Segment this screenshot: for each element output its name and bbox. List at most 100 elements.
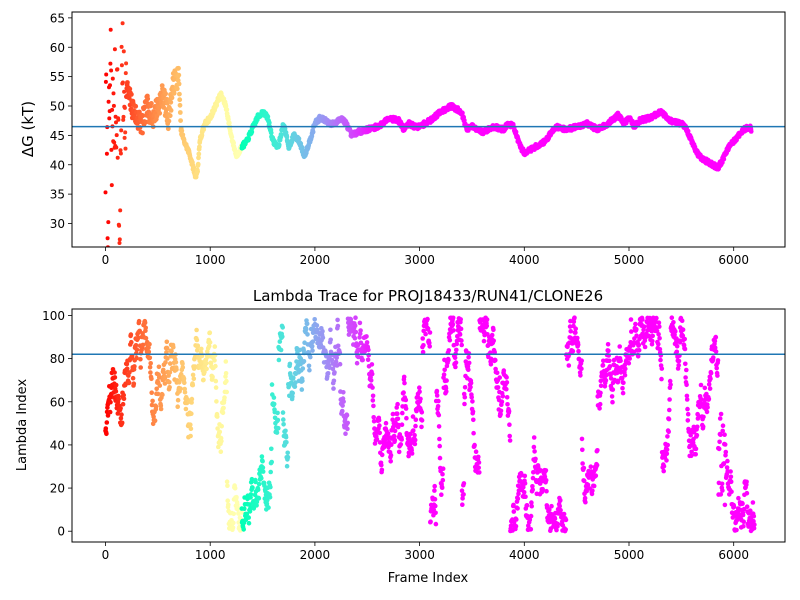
lambda-point xyxy=(579,358,584,364)
lambda-point xyxy=(244,511,250,517)
lambda-point xyxy=(305,332,310,337)
delta-g-point xyxy=(165,126,171,132)
lambda-point xyxy=(450,322,456,327)
lambda-point xyxy=(307,367,312,373)
lambda-point xyxy=(718,411,724,417)
lambda-point xyxy=(722,502,728,508)
lambda-point xyxy=(665,442,670,448)
lambda-point xyxy=(132,364,137,369)
lambda-point xyxy=(476,465,482,471)
lambda-point xyxy=(216,444,221,450)
lambda-point xyxy=(494,370,500,376)
lambda-point xyxy=(112,375,118,380)
lambda-point xyxy=(113,382,119,388)
lambda-point xyxy=(370,385,375,390)
lambda-point xyxy=(689,453,694,459)
lambda-point xyxy=(646,333,652,339)
lambda-point xyxy=(748,508,753,513)
lambda-point xyxy=(213,363,218,369)
lambda-point xyxy=(156,364,162,370)
lambda-point xyxy=(406,453,411,459)
lambda-point xyxy=(419,418,425,423)
lambda-point xyxy=(580,461,585,466)
lambda-x-tick-label: 5000 xyxy=(614,548,645,562)
lambda-point xyxy=(715,373,720,378)
lambda-point xyxy=(642,344,648,350)
lambda-x-tick-label: 4000 xyxy=(509,548,540,562)
delta-g-point xyxy=(178,118,184,123)
lambda-point xyxy=(664,451,670,457)
delta-g-point xyxy=(106,99,111,104)
lambda-point xyxy=(529,500,534,505)
lambda-point xyxy=(418,396,423,402)
lambda-point xyxy=(469,394,475,400)
lambda-point xyxy=(693,446,699,452)
delta-g-point xyxy=(115,155,120,160)
lambda-point xyxy=(131,381,137,387)
lambda-point xyxy=(751,513,757,519)
lambda-point xyxy=(398,442,404,447)
lambda-point xyxy=(704,409,710,415)
lambda-y-axis-label: Lambda Index xyxy=(15,379,30,472)
lambda-point xyxy=(308,354,313,360)
lambda-point xyxy=(440,477,446,483)
lambda-point xyxy=(320,328,325,334)
lambda-point xyxy=(623,366,628,372)
lambda-point xyxy=(206,343,212,349)
lambda-point xyxy=(239,510,244,515)
lambda-point xyxy=(664,447,670,452)
delta-g-y-tick-label: 50 xyxy=(50,100,65,114)
lambda-point xyxy=(213,385,219,390)
lambda-point xyxy=(388,452,394,458)
lambda-point xyxy=(459,338,464,343)
lambda-point xyxy=(750,500,756,505)
lambda-point xyxy=(231,520,236,526)
lambda-x-tick-label: 6000 xyxy=(718,548,749,562)
lambda-point xyxy=(499,399,505,405)
lambda-point xyxy=(212,358,217,363)
lambda-point xyxy=(341,399,346,404)
lambda-point xyxy=(190,372,196,378)
lambda-point xyxy=(285,454,291,460)
lambda-point xyxy=(504,395,510,400)
lambda-point xyxy=(276,425,281,431)
lambda-point xyxy=(269,382,275,387)
delta-g-y-tick-label: 60 xyxy=(50,41,65,55)
lambda-point xyxy=(358,340,364,346)
lambda-point xyxy=(331,386,336,391)
lambda-y-tick-label: 100 xyxy=(42,309,65,323)
lambda-point xyxy=(148,370,153,375)
lambda-point xyxy=(432,496,438,502)
lambda-point xyxy=(140,342,146,348)
lambda-point xyxy=(161,370,167,376)
lambda-point xyxy=(544,488,549,494)
delta-g-x-tick-label: 1000 xyxy=(195,253,226,267)
lambda-point xyxy=(515,496,521,502)
delta-g-point xyxy=(119,44,124,49)
lambda-point xyxy=(130,375,136,381)
lambda-point xyxy=(371,415,377,420)
lambda-point xyxy=(204,361,209,366)
lambda-point xyxy=(167,361,173,366)
lambda-point xyxy=(417,389,422,395)
lambda-point xyxy=(440,466,446,472)
lambda-point xyxy=(334,355,340,361)
delta-g-point xyxy=(231,140,237,146)
lambda-point xyxy=(600,362,606,368)
lambda-point xyxy=(150,398,155,404)
lambda-point xyxy=(636,342,642,348)
lambda-point xyxy=(358,328,363,333)
lambda-point xyxy=(620,390,626,396)
lambda-point xyxy=(597,401,603,407)
lambda-point xyxy=(155,391,161,397)
lambda-point xyxy=(728,474,734,480)
lambda-chart-title: Lambda Trace for PROJ18433/RUN41/CLONE26 xyxy=(253,287,603,305)
delta-g-point xyxy=(196,155,201,161)
lambda-point xyxy=(160,392,165,398)
lambda-point xyxy=(717,416,723,421)
lambda-point xyxy=(297,347,303,353)
lambda-point xyxy=(278,347,284,353)
lambda-point xyxy=(280,334,285,339)
lambda-point xyxy=(264,501,270,507)
